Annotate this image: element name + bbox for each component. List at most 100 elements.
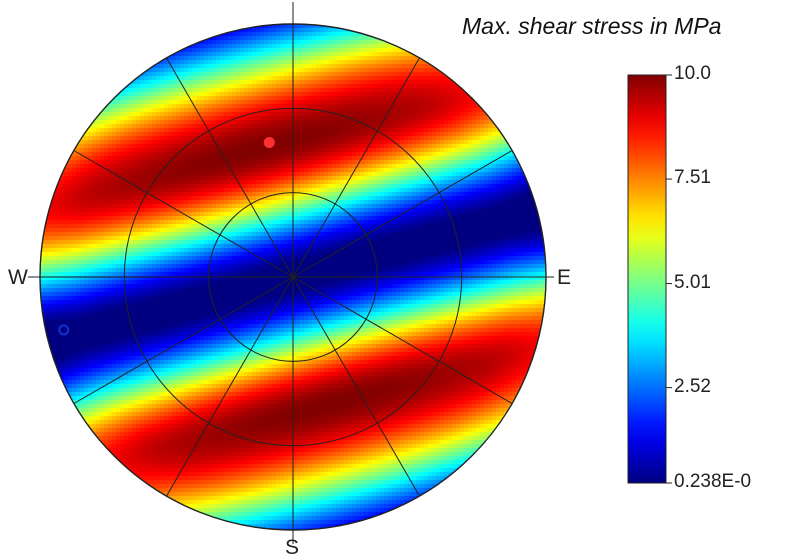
field-cell bbox=[144, 188, 149, 193]
field-cell bbox=[464, 120, 469, 125]
field-cell bbox=[212, 92, 217, 97]
field-cell bbox=[480, 128, 485, 133]
field-cell bbox=[308, 80, 313, 85]
field-cell bbox=[148, 228, 153, 233]
field-cell bbox=[500, 224, 505, 229]
field-cell bbox=[60, 224, 65, 229]
field-cell bbox=[80, 164, 85, 169]
field-cell bbox=[512, 160, 517, 165]
field-cell bbox=[408, 216, 413, 221]
field-cell bbox=[396, 164, 401, 169]
field-cell bbox=[456, 196, 461, 201]
field-cell bbox=[408, 84, 413, 89]
field-cell bbox=[408, 144, 413, 149]
field-cell bbox=[236, 112, 241, 117]
field-cell bbox=[272, 108, 277, 113]
field-cell bbox=[376, 164, 381, 169]
field-cell bbox=[304, 212, 309, 217]
field-cell bbox=[208, 224, 213, 229]
field-cell bbox=[188, 92, 193, 97]
field-cell bbox=[188, 140, 193, 145]
field-cell bbox=[496, 192, 501, 197]
field-cell bbox=[276, 96, 281, 101]
field-cell bbox=[388, 104, 393, 109]
field-cell bbox=[328, 180, 333, 185]
field-cell bbox=[284, 76, 289, 81]
field-cell bbox=[348, 140, 353, 145]
field-cell bbox=[324, 216, 329, 221]
field-cell bbox=[484, 228, 489, 233]
field-cell bbox=[180, 212, 185, 217]
field-cell bbox=[320, 192, 325, 197]
field-cell bbox=[156, 68, 161, 73]
field-cell bbox=[308, 160, 313, 165]
field-cell bbox=[400, 192, 405, 197]
field-cell bbox=[312, 48, 317, 53]
field-cell bbox=[340, 72, 345, 77]
field-cell bbox=[348, 64, 353, 69]
field-cell bbox=[248, 132, 253, 137]
field-cell bbox=[256, 92, 261, 97]
field-cell bbox=[400, 108, 405, 113]
field-cell bbox=[348, 40, 353, 45]
field-cell bbox=[216, 72, 221, 77]
field-cell bbox=[224, 152, 229, 157]
field-cell bbox=[188, 60, 193, 65]
field-cell bbox=[248, 144, 253, 149]
field-cell bbox=[144, 208, 149, 213]
field-cell bbox=[388, 228, 393, 233]
field-cell bbox=[412, 124, 417, 129]
field-cell bbox=[492, 140, 497, 145]
field-cell bbox=[192, 228, 197, 233]
field-cell bbox=[356, 156, 361, 161]
field-cell bbox=[288, 76, 293, 81]
field-cell bbox=[52, 196, 57, 201]
field-cell bbox=[184, 128, 189, 133]
field-cell bbox=[316, 120, 321, 125]
field-cell bbox=[272, 128, 277, 133]
field-cell bbox=[416, 64, 421, 69]
field-cell bbox=[168, 212, 173, 217]
field-cell bbox=[468, 104, 473, 109]
field-cell bbox=[164, 72, 169, 77]
field-cell bbox=[336, 220, 341, 225]
field-cell bbox=[376, 52, 381, 57]
field-cell bbox=[300, 124, 305, 129]
field-cell bbox=[148, 144, 153, 149]
field-cell bbox=[488, 120, 493, 125]
field-cell bbox=[332, 80, 337, 85]
field-cell bbox=[260, 116, 265, 121]
field-cell bbox=[184, 156, 189, 161]
field-cell bbox=[224, 32, 229, 37]
field-cell bbox=[292, 208, 297, 213]
field-cell bbox=[288, 28, 293, 33]
field-cell bbox=[192, 212, 197, 217]
field-cell bbox=[128, 120, 133, 125]
field-cell bbox=[356, 56, 361, 61]
field-cell bbox=[224, 204, 229, 209]
field-cell bbox=[340, 80, 345, 85]
field-cell bbox=[472, 188, 477, 193]
field-cell bbox=[152, 72, 157, 77]
field-cell bbox=[308, 216, 313, 221]
field-cell bbox=[340, 212, 345, 217]
field-cell bbox=[424, 164, 429, 169]
field-cell bbox=[476, 104, 481, 109]
field-cell bbox=[220, 132, 225, 137]
field-cell bbox=[112, 156, 117, 161]
field-cell bbox=[196, 112, 201, 117]
field-cell bbox=[452, 136, 457, 141]
field-cell bbox=[496, 132, 501, 137]
field-cell bbox=[292, 72, 297, 77]
field-cell bbox=[440, 160, 445, 165]
field-cell bbox=[492, 200, 497, 205]
field-cell bbox=[132, 164, 137, 169]
field-cell bbox=[248, 72, 253, 77]
field-cell bbox=[384, 100, 389, 105]
field-cell bbox=[200, 180, 205, 185]
field-cell bbox=[420, 68, 425, 73]
field-cell bbox=[108, 136, 113, 141]
field-cell bbox=[140, 204, 145, 209]
field-cell bbox=[300, 28, 305, 33]
field-cell bbox=[484, 212, 489, 217]
